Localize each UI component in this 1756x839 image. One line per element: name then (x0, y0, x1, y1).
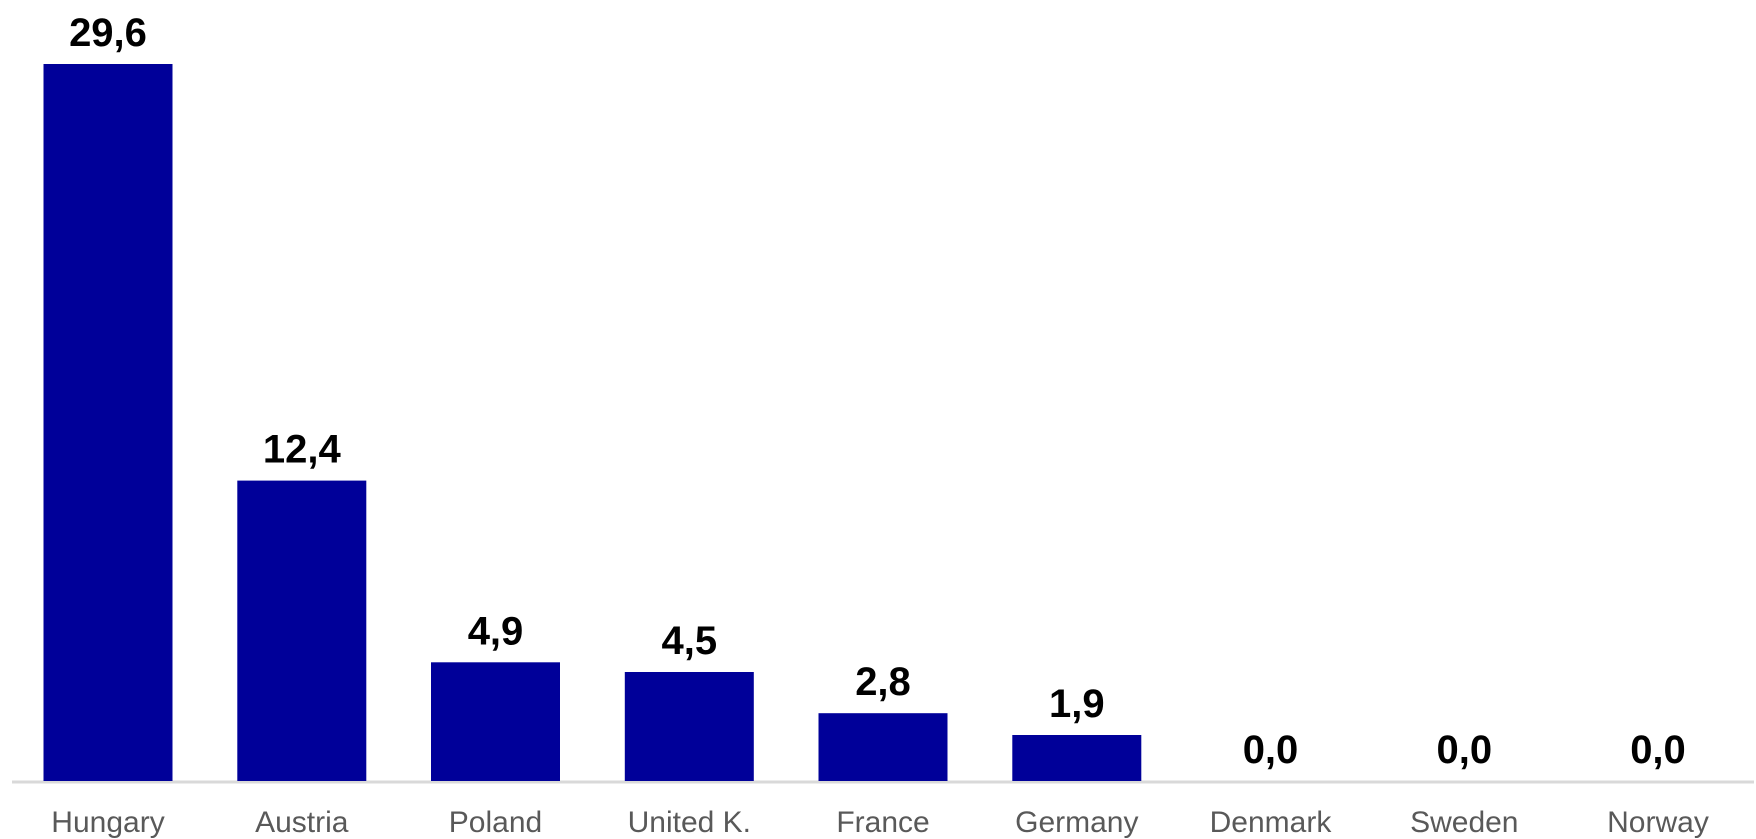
value-label-france: 2,8 (855, 660, 911, 704)
value-label-poland: 4,9 (468, 609, 524, 653)
category-label-poland: Poland (449, 806, 542, 839)
bar-germany (1012, 735, 1142, 781)
bar-united-k (624, 672, 754, 781)
category-label-sweden: Sweden (1410, 806, 1518, 839)
value-label-denmark: 0,0 (1243, 728, 1299, 772)
value-label-united-k: 4,5 (661, 619, 717, 663)
category-label-austria: Austria (255, 806, 349, 839)
bar-hungary (43, 64, 173, 781)
category-label-germany: Germany (1015, 806, 1138, 839)
category-label-hungary: Hungary (51, 806, 164, 839)
category-label-denmark: Denmark (1210, 806, 1333, 839)
value-label-austria: 12,4 (263, 428, 342, 472)
value-label-norway: 0,0 (1630, 728, 1686, 772)
value-label-sweden: 0,0 (1436, 728, 1492, 772)
category-label-norway: Norway (1607, 806, 1709, 839)
category-label-united-k: United K. (628, 806, 751, 839)
bar-poland (431, 662, 560, 781)
value-label-hungary: 29,6 (69, 11, 147, 55)
value-labels-group: 29,6 12,4 4,9 4,5 2,8 1,9 0,0 0,0 0,0 (69, 11, 1686, 772)
bars-group (43, 64, 1142, 781)
category-label-france: France (836, 806, 929, 839)
category-labels-group: Hungary Austria Poland United K. France Germa… (51, 806, 1709, 839)
value-label-germany: 1,9 (1049, 682, 1105, 726)
bar-france (818, 713, 948, 781)
bar-austria (237, 480, 367, 781)
